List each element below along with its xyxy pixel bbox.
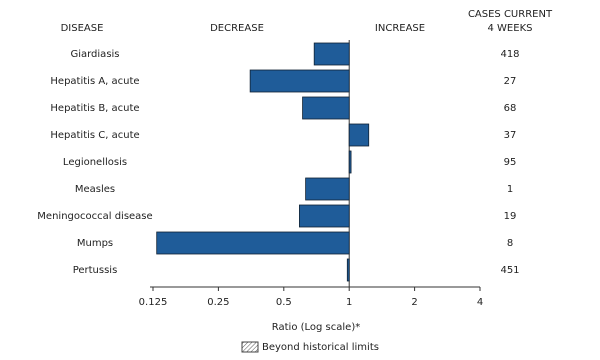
x-tick-label: 4 (477, 297, 483, 308)
category-label: Giardiasis (70, 49, 119, 60)
cases-value: 451 (500, 265, 519, 276)
bar (348, 123, 370, 147)
column-header: 4 WEEKS (488, 23, 533, 34)
cases-value: 27 (504, 76, 517, 87)
cases-value: 37 (504, 130, 517, 141)
bar (305, 177, 350, 201)
cases-value: 95 (504, 157, 517, 168)
category-label: Meningococcal disease (37, 211, 152, 222)
category-label: Legionellosis (63, 157, 127, 168)
x-tick-label: 0.5 (276, 297, 292, 308)
bar (302, 96, 350, 120)
x-axis-label: Ratio (Log scale)* (272, 322, 360, 333)
column-header: CASES CURRENT (468, 9, 553, 20)
cases-value: 19 (504, 211, 517, 222)
bar (249, 69, 350, 93)
cases-value: 68 (504, 103, 517, 114)
bar (348, 150, 352, 174)
category-label: Hepatitis C, acute (50, 130, 139, 141)
legend-swatch (241, 341, 259, 353)
bar (313, 42, 350, 66)
bar (156, 231, 350, 255)
category-label: Hepatitis B, acute (50, 103, 139, 114)
cases-value: 1 (507, 184, 513, 195)
column-header: INCREASE (375, 23, 425, 34)
bar (346, 258, 350, 282)
x-tick-label: 1 (346, 297, 352, 308)
category-label: Pertussis (73, 265, 118, 276)
category-label: Measles (75, 184, 115, 195)
cases-value: 418 (500, 49, 519, 60)
bar (299, 204, 350, 228)
cases-value: 8 (507, 238, 513, 249)
column-header: DISEASE (61, 23, 104, 34)
category-label: Mumps (77, 238, 113, 249)
column-header: DECREASE (210, 23, 264, 34)
x-tick-label: 0.125 (139, 297, 168, 308)
x-tick-label: 0.25 (207, 297, 229, 308)
x-tick-label: 2 (411, 297, 417, 308)
category-label: Hepatitis A, acute (50, 76, 139, 87)
legend-label: Beyond historical limits (262, 342, 379, 353)
